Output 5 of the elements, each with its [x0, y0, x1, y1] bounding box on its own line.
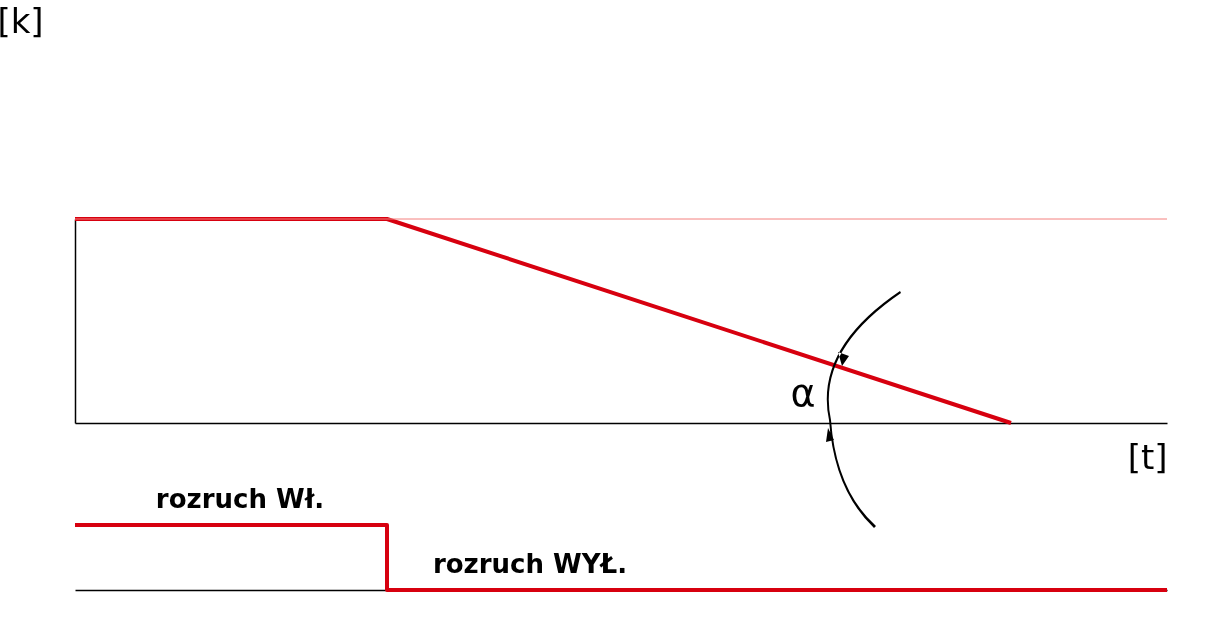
annotation: α	[790, 371, 816, 415]
text: rozruch Wł.	[155, 484, 325, 514]
annotation: rozruch WYŁ.	[432, 549, 628, 579]
x-axis-title: [t]	[1127, 436, 1168, 477]
y-axis-title: [k]	[0, 0, 44, 41]
